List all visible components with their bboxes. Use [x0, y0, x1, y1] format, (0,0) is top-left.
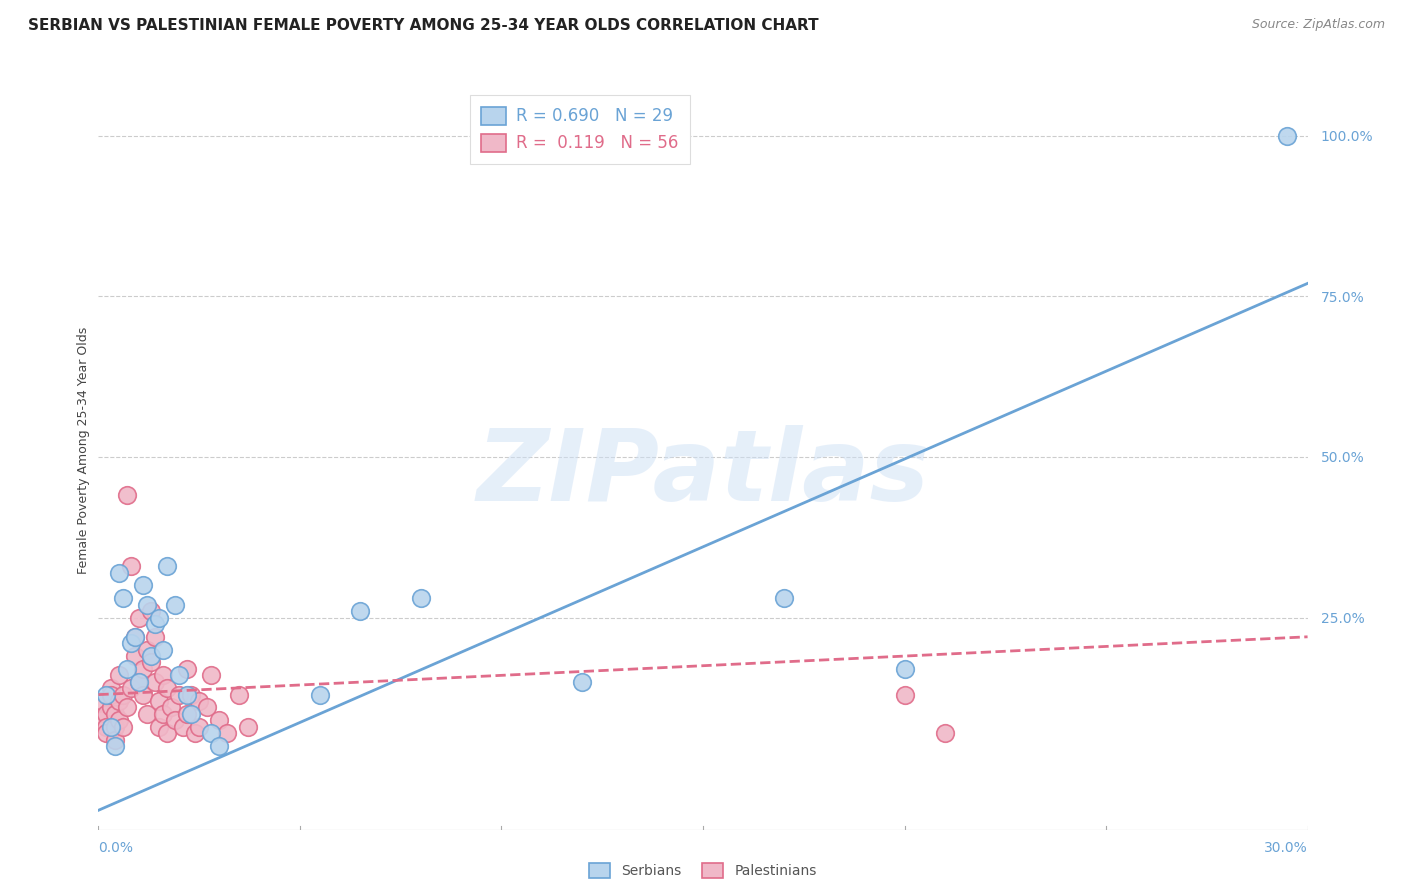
Point	[120, 636, 142, 650]
Point	[107, 566, 129, 580]
Point	[96, 706, 118, 721]
Point	[115, 488, 138, 502]
Point	[200, 668, 222, 682]
Text: SERBIAN VS PALESTINIAN FEMALE POVERTY AMONG 25-34 YEAR OLDS CORRELATION CHART: SERBIAN VS PALESTINIAN FEMALE POVERTY AM…	[28, 18, 818, 33]
Point	[571, 674, 593, 689]
Point	[167, 688, 190, 702]
Point	[208, 714, 231, 728]
Point	[103, 732, 125, 747]
Point	[111, 720, 134, 734]
Point	[111, 591, 134, 606]
Point	[103, 720, 125, 734]
Y-axis label: Female Poverty Among 25-34 Year Olds: Female Poverty Among 25-34 Year Olds	[77, 326, 90, 574]
Point	[91, 694, 114, 708]
Point	[135, 598, 157, 612]
Point	[124, 630, 146, 644]
Point	[208, 739, 231, 753]
Point	[128, 674, 150, 689]
Point	[156, 681, 179, 696]
Point	[309, 688, 332, 702]
Point	[96, 688, 118, 702]
Point	[148, 694, 170, 708]
Point	[152, 642, 174, 657]
Point	[120, 681, 142, 696]
Point	[143, 674, 166, 689]
Point	[163, 598, 186, 612]
Point	[934, 726, 956, 740]
Point	[349, 604, 371, 618]
Point	[124, 630, 146, 644]
Point	[107, 694, 129, 708]
Point	[156, 559, 179, 574]
Point	[124, 649, 146, 664]
Point	[409, 591, 432, 606]
Point	[200, 726, 222, 740]
Point	[1277, 128, 1299, 143]
Point	[143, 630, 166, 644]
Point	[228, 688, 250, 702]
Point	[772, 591, 794, 606]
Text: Source: ZipAtlas.com: Source: ZipAtlas.com	[1251, 18, 1385, 31]
Point	[100, 700, 122, 714]
Point	[100, 720, 122, 734]
Point	[143, 616, 166, 631]
Point	[135, 642, 157, 657]
Point	[103, 706, 125, 721]
Point	[180, 688, 202, 702]
Point	[160, 700, 183, 714]
Point	[132, 688, 155, 702]
Point	[128, 674, 150, 689]
Point	[148, 720, 170, 734]
Point	[184, 726, 207, 740]
Text: ZIPatlas: ZIPatlas	[477, 425, 929, 522]
Point	[128, 610, 150, 624]
Point	[96, 726, 118, 740]
Point	[195, 700, 218, 714]
Point	[107, 668, 129, 682]
Point	[236, 720, 259, 734]
Point	[115, 700, 138, 714]
Point	[139, 604, 162, 618]
Legend: R = 0.690   N = 29, R =  0.119   N = 56: R = 0.690 N = 29, R = 0.119 N = 56	[470, 95, 690, 164]
Point	[107, 714, 129, 728]
Point	[111, 688, 134, 702]
Point	[176, 706, 198, 721]
Point	[100, 681, 122, 696]
Point	[120, 559, 142, 574]
Point	[176, 688, 198, 702]
Legend: Serbians, Palestinians: Serbians, Palestinians	[582, 856, 824, 885]
Point	[139, 656, 162, 670]
Point	[176, 662, 198, 676]
Point	[163, 714, 186, 728]
Point	[139, 649, 162, 664]
Point	[132, 662, 155, 676]
Text: 30.0%: 30.0%	[1264, 840, 1308, 855]
Point	[91, 714, 114, 728]
Point	[135, 706, 157, 721]
Point	[167, 668, 190, 682]
Point	[103, 739, 125, 753]
Point	[188, 694, 211, 708]
Point	[115, 662, 138, 676]
Point	[156, 726, 179, 740]
Point	[217, 726, 239, 740]
Point	[100, 688, 122, 702]
Text: 0.0%: 0.0%	[98, 840, 134, 855]
Point	[172, 720, 194, 734]
Point	[180, 706, 202, 721]
Point	[152, 706, 174, 721]
Point	[132, 578, 155, 592]
Point	[893, 688, 915, 702]
Point	[188, 720, 211, 734]
Point	[152, 668, 174, 682]
Point	[148, 610, 170, 624]
Point	[893, 662, 915, 676]
Point	[96, 720, 118, 734]
